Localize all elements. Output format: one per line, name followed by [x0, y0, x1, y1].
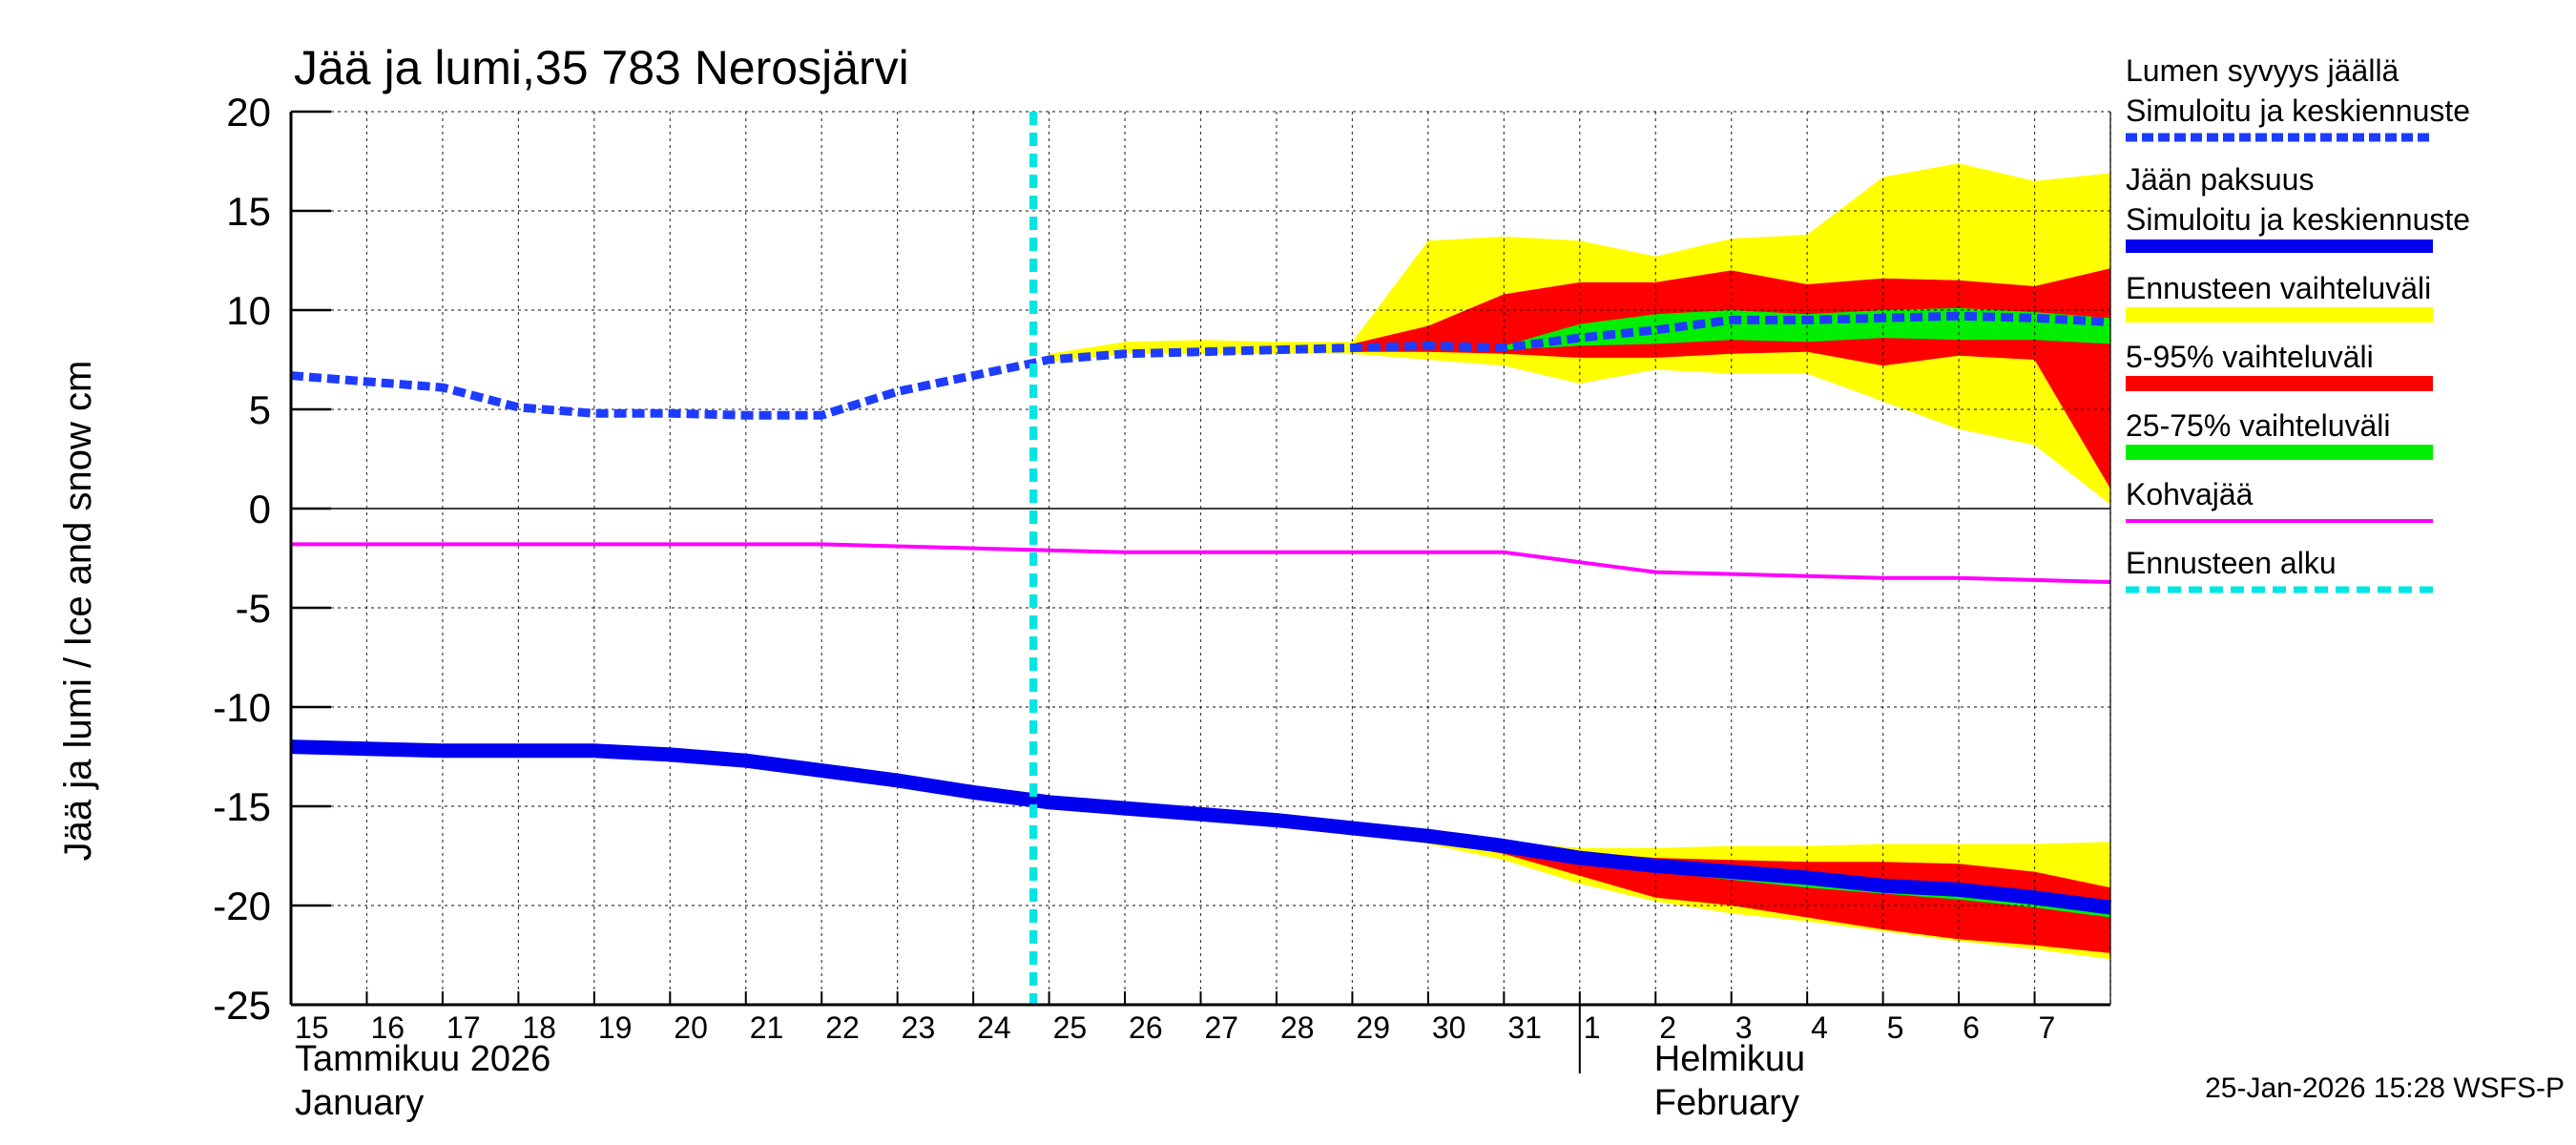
y-tick-label: 5	[249, 387, 271, 432]
legend-label: 5-95% vaihteluväli	[2126, 340, 2374, 374]
chart-title: Jää ja lumi,35 783 Nerosjärvi	[294, 41, 909, 94]
month-label: Tammikuu 2026	[295, 1039, 551, 1079]
grid-lines	[290, 111, 2111, 1006]
x-tick-label: 31	[1507, 1010, 1542, 1045]
x-tick-label: 4	[1811, 1010, 1828, 1045]
y-tick-label: -25	[213, 983, 271, 1028]
y-tick-labels: 20 15 10 5 0 -5 -10 -15 -20 -25	[213, 90, 331, 1028]
x-tick-label: 15	[295, 1010, 329, 1045]
x-tick-labels: 15 16 17 18 19 20 21 22 23 24 25 26 27 28 29 30 31 1 2 3 4 5 6…	[290, 991, 2056, 1045]
y-tick-label: 0	[249, 487, 271, 531]
y-axis-label: Jää ja lumi / Ice and snow cm	[57, 361, 99, 862]
y-tick-label: -10	[213, 685, 271, 730]
x-tick-label: 29	[1356, 1010, 1390, 1045]
legend-swatch	[2126, 376, 2433, 391]
y-tick-label: 10	[226, 288, 271, 333]
x-tick-label: 24	[977, 1010, 1011, 1045]
legend-label: 25-75% vaihteluväli	[2126, 408, 2391, 443]
legend-label: Lumen syvyys jäällä	[2126, 53, 2399, 88]
legend-label: Ennusteen vaihteluväli	[2126, 271, 2431, 305]
legend-swatch	[2126, 307, 2433, 323]
y-tick-label: -15	[213, 784, 271, 829]
y-tick-label: 15	[226, 189, 271, 234]
x-tick-label: 19	[598, 1010, 633, 1045]
timestamp-footer: 25-Jan-2026 15:28 WSFS-P	[2205, 1072, 2565, 1104]
x-tick-label: 18	[522, 1010, 556, 1045]
x-tick-label: 16	[370, 1010, 405, 1045]
x-tick-label: 3	[1735, 1010, 1753, 1045]
month-label: Helmikuu	[1654, 1039, 1805, 1079]
x-tick-label: 5	[1887, 1010, 1904, 1045]
x-tick-label: 26	[1129, 1010, 1163, 1045]
month-label-en: January	[295, 1083, 424, 1123]
line-slush	[291, 542, 2111, 584]
legend-swatch	[2126, 445, 2433, 460]
x-tick-label: 25	[1053, 1010, 1088, 1045]
legend-label: Ennusteen alku	[2126, 546, 2337, 580]
month-label-en: February	[1654, 1083, 1799, 1123]
x-tick-label: 20	[674, 1010, 708, 1045]
x-tick-label: 7	[2039, 1010, 2056, 1045]
x-tick-label: 1	[1584, 1010, 1601, 1045]
y-tick-label: -20	[213, 884, 271, 928]
legend-label: Jään paksuus	[2126, 162, 2314, 197]
legend-label: Simuloitu ja keskiennuste	[2126, 94, 2470, 128]
x-tick-label: 21	[750, 1010, 784, 1045]
legend-label: Kohvajää	[2126, 477, 2254, 511]
line-ice	[290, 739, 2111, 915]
x-tick-label: 27	[1205, 1010, 1239, 1045]
x-tick-label: 28	[1280, 1010, 1315, 1045]
y-tick-label: -5	[236, 586, 271, 631]
x-tick-label: 30	[1432, 1010, 1466, 1045]
x-tick-label: 23	[902, 1010, 936, 1045]
series-lines	[290, 112, 2111, 1005]
line-snow	[290, 311, 2111, 420]
x-tick-label: 6	[1963, 1010, 1980, 1045]
legend-label: Simuloitu ja keskiennuste	[2126, 202, 2470, 237]
x-tick-label: 17	[447, 1010, 481, 1045]
x-tick-label: 22	[825, 1010, 860, 1045]
x-tick-label: 2	[1659, 1010, 1676, 1045]
y-tick-label: 20	[226, 90, 271, 135]
legend: Lumen syvyys jäällä Simuloitu ja keskienn…	[2126, 53, 2470, 593]
